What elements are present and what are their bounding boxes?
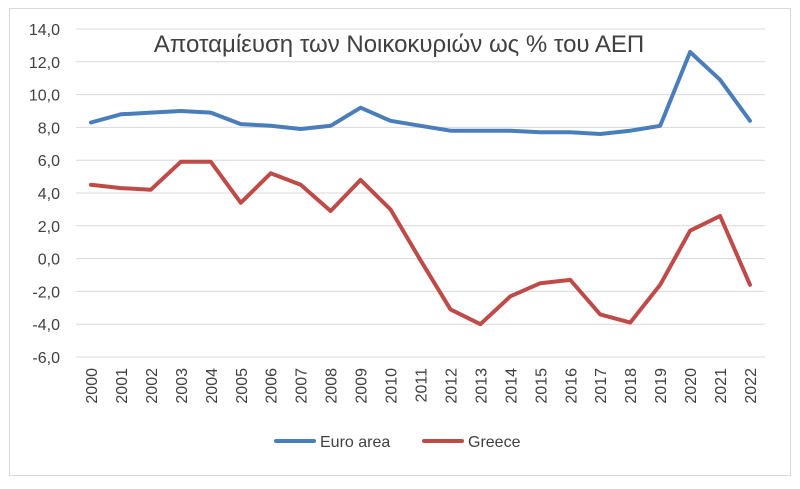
x-tick-label: 2006 — [264, 368, 281, 404]
y-tick-label: 0,0 — [38, 252, 60, 269]
legend: Euro area Greece — [274, 434, 521, 451]
x-tick-label: 2021 — [713, 368, 730, 404]
chart-title: Αποταμίευση των Νοικοκυριών ως % του ΑΕΠ — [154, 31, 644, 58]
x-tick-label: 2022 — [743, 368, 760, 404]
x-tick-label: 2014 — [503, 368, 520, 404]
x-tick-label: 2018 — [623, 368, 640, 404]
x-tick-label: 2000 — [84, 368, 101, 404]
x-tick-label: 2019 — [653, 368, 670, 404]
y-tick-label: 4,0 — [38, 186, 60, 203]
y-tick-label: 8,0 — [38, 120, 60, 137]
y-tick-label: 12,0 — [29, 55, 60, 72]
y-tick-label: 14,0 — [29, 22, 60, 39]
x-tick-label: 2013 — [473, 368, 490, 404]
y-tick-label: -2,0 — [32, 284, 60, 301]
x-axis-labels: 2000 2001 2002 2003 2004 2005 2006 2007 2008 2009… — [84, 368, 760, 404]
x-tick-label: 2004 — [204, 368, 221, 404]
x-tick-label: 2017 — [593, 368, 610, 404]
x-tick-label: 2011 — [414, 368, 431, 403]
x-tick-label: 2001 — [114, 368, 131, 404]
x-tick-label: 2020 — [683, 368, 700, 404]
legend-label-greece: Greece — [468, 434, 521, 451]
series-lines — [89, 50, 752, 327]
x-tick-label: 2015 — [533, 368, 550, 404]
x-tick-label: 2008 — [324, 368, 341, 404]
x-tick-label: 2003 — [174, 368, 191, 404]
legend-label-euro-area: Euro area — [320, 434, 390, 451]
y-tick-label: 6,0 — [38, 153, 60, 170]
x-tick-label: 2012 — [443, 368, 460, 404]
x-tick-label: 2016 — [563, 368, 580, 404]
grid-lines — [76, 28, 765, 358]
x-tick-label: 2009 — [354, 368, 371, 404]
x-tick-label: 2002 — [144, 368, 161, 404]
x-tick-label: 2005 — [234, 368, 251, 404]
y-tick-label: 2,0 — [38, 219, 60, 236]
series-line-greece — [89, 159, 752, 327]
x-tick-label: 2007 — [294, 368, 311, 404]
chart-frame — [9, 8, 791, 476]
y-axis-labels: -6,0 -4,0 -2,0 0,0 2,0 4,0 6,0 8,0 10,0 12,0 14,0 — [29, 22, 60, 367]
x-tick-label: 2010 — [384, 368, 401, 404]
series-line-euro-area — [89, 50, 752, 136]
y-tick-label: -4,0 — [32, 317, 60, 334]
y-tick-label: -6,0 — [32, 350, 60, 367]
y-tick-label: 10,0 — [29, 88, 60, 105]
